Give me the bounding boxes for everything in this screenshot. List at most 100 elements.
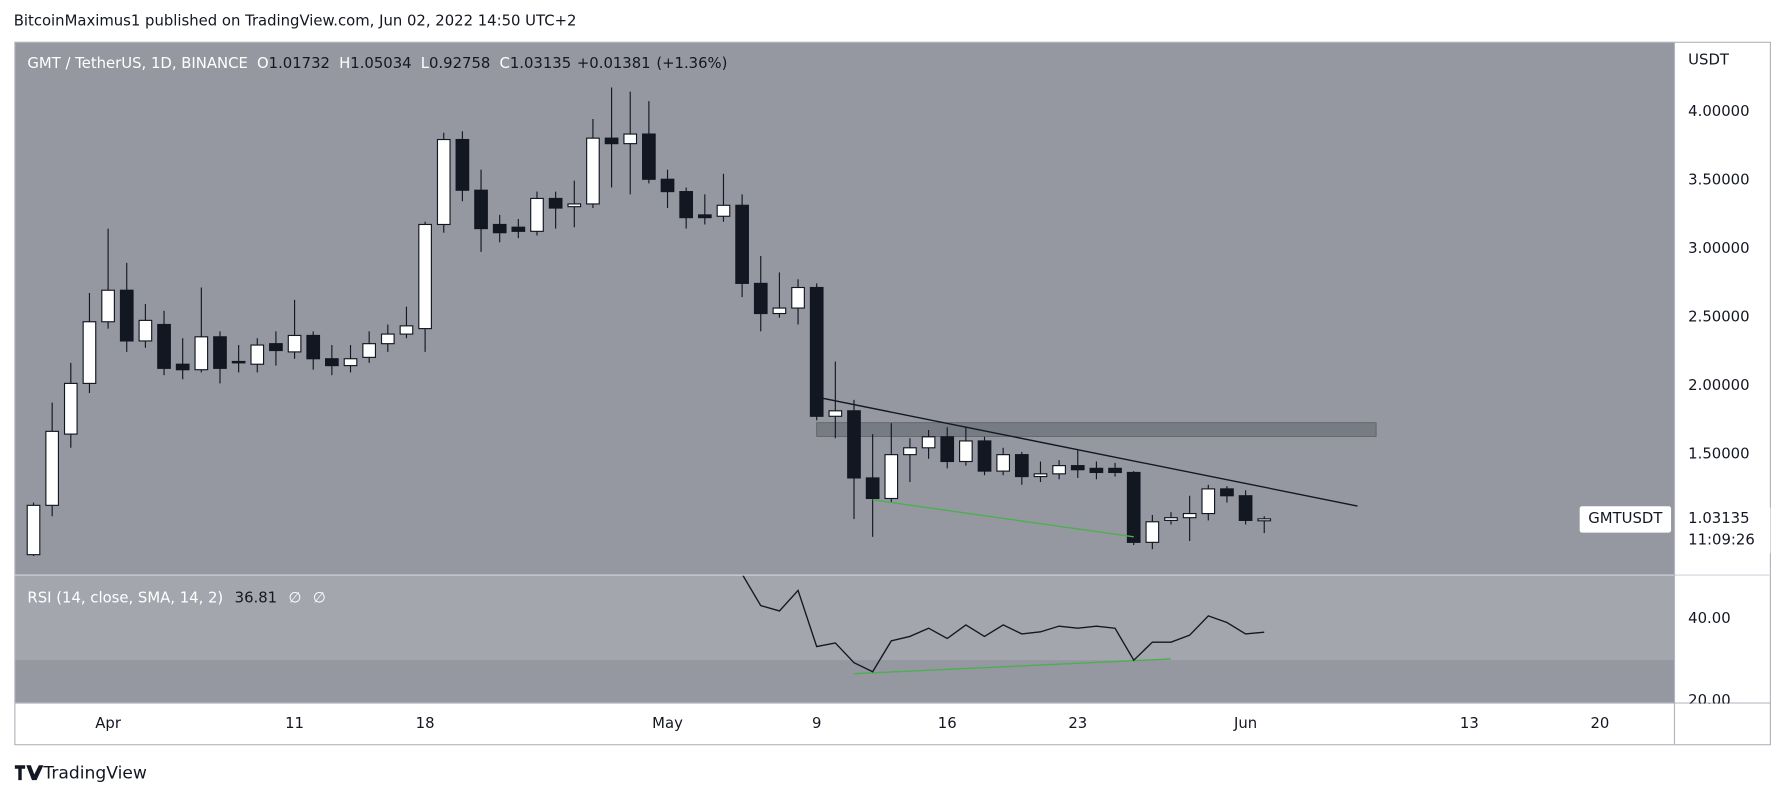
rsi-value: 36.81 — [235, 590, 277, 607]
candle-body — [753, 282, 768, 315]
candle-body — [1164, 517, 1178, 521]
candle-body — [194, 336, 209, 371]
price-plot — [26, 87, 1377, 557]
x-tick-label: Apr — [95, 715, 122, 732]
candle-body — [287, 334, 302, 353]
y-tick-label: 2.50000 — [1688, 309, 1749, 326]
candle-body — [735, 204, 749, 284]
change: +0.01381 — [577, 55, 651, 72]
candle-body — [772, 307, 787, 315]
candle-body — [1182, 512, 1197, 519]
legend: GMT / TetherUS, 1D, BINANCE O1.01732 H1.05… — [27, 55, 727, 72]
ohlc-value: 1.01732 — [269, 55, 330, 72]
candle-body — [418, 223, 432, 330]
candle-body — [660, 178, 675, 193]
candle-body — [1201, 488, 1216, 515]
rsi-title: RSI (14, close, SMA, 14, 2) — [27, 590, 223, 607]
candle-body — [940, 436, 955, 463]
candle-body — [63, 382, 78, 435]
candle-body — [175, 363, 190, 371]
y-tick-label: 4.00000 — [1688, 103, 1749, 120]
ohlc-label: H — [339, 55, 350, 72]
candle-body — [996, 454, 1011, 472]
price-box — [1676, 506, 1771, 555]
x-tick-label: 13 — [1460, 715, 1479, 732]
x-tick-label: 18 — [416, 715, 435, 732]
candle-body — [1108, 467, 1122, 474]
rsi-legend: RSI (14, close, SMA, 14, 2) 36.81 ∅ ∅ — [27, 590, 325, 607]
candle-body — [1052, 465, 1066, 475]
rsi-plot — [14, 575, 1675, 675]
x-tick-label: Jun — [1233, 715, 1257, 732]
axis-cover — [1675, 703, 1770, 744]
legend-title: GMT / TetherUS, 1D, BINANCE — [27, 55, 247, 72]
candle-body — [1220, 488, 1234, 497]
change-pct: (+1.36%) — [656, 55, 727, 72]
y-tick-label: 1.50000 — [1688, 446, 1749, 463]
y-tick-label: 3.50000 — [1688, 172, 1749, 189]
brand-logo — [14, 765, 44, 781]
x-tick-label: May — [652, 715, 683, 732]
candle-body — [511, 226, 526, 232]
candle-body — [977, 440, 992, 472]
candle-body — [101, 289, 115, 323]
candle-body — [716, 204, 731, 217]
symbol-box — [1579, 506, 1672, 533]
frame — [14, 41, 1771, 746]
candle-body — [380, 333, 395, 345]
brand: TradingView — [14, 763, 147, 783]
candle-body — [399, 325, 414, 335]
rsi-band — [14, 575, 1675, 661]
candle-body — [903, 447, 917, 456]
ohlc-label: O — [257, 55, 269, 72]
x-tick-label: 20 — [1590, 715, 1609, 732]
rsi-trend-line — [853, 658, 1172, 675]
candle-body — [343, 358, 358, 367]
x-tick-label: 9 — [812, 715, 821, 732]
countdown: 11:09:26 — [1688, 532, 1755, 549]
candle-body — [250, 344, 265, 365]
candle-body — [642, 133, 656, 180]
y-tick-label: 2.00000 — [1688, 377, 1749, 394]
candle-body — [1070, 465, 1085, 471]
zone — [816, 422, 1377, 437]
candle-body — [530, 197, 544, 232]
brand-name: TradingView — [42, 763, 146, 783]
price-pane — [14, 42, 1675, 575]
candle-body — [828, 410, 843, 417]
ohlc-value: 0.92758 — [429, 55, 490, 72]
candle-body — [455, 138, 470, 191]
ohlc-label: L — [421, 55, 430, 72]
trend-line — [816, 396, 1358, 507]
symbol-label: GMTUSDT — [1588, 510, 1663, 527]
candle-body — [492, 223, 507, 234]
candle-body — [231, 360, 246, 364]
candle-body — [679, 191, 694, 219]
candle-body — [809, 286, 824, 417]
candle-body — [436, 138, 451, 226]
candle-body — [1126, 471, 1141, 543]
candle-body — [1089, 467, 1104, 474]
x-tick-label: 16 — [938, 715, 957, 732]
y-axis-label: USDT — [1688, 52, 1730, 69]
ohlc-value: 1.05034 — [350, 55, 411, 72]
candle-body — [884, 454, 899, 500]
candle-body — [791, 286, 805, 309]
candle-body — [45, 430, 60, 506]
candle-body — [157, 323, 171, 369]
candle-body — [474, 189, 488, 230]
candle-body — [567, 203, 582, 208]
rsi-tick-label: 40.00 — [1688, 610, 1730, 627]
candle-body — [847, 410, 861, 479]
candle-body — [1257, 518, 1272, 522]
ohlc-value: 1.03135 — [510, 55, 571, 72]
candle-body — [697, 214, 712, 219]
candle-body — [921, 436, 936, 449]
candle-body — [548, 197, 563, 209]
x-tick-label: 23 — [1068, 715, 1087, 732]
author-line: BitcoinMaximus1 published on TradingView… — [14, 13, 577, 30]
candle-body — [26, 504, 41, 556]
candle-body — [586, 137, 600, 205]
